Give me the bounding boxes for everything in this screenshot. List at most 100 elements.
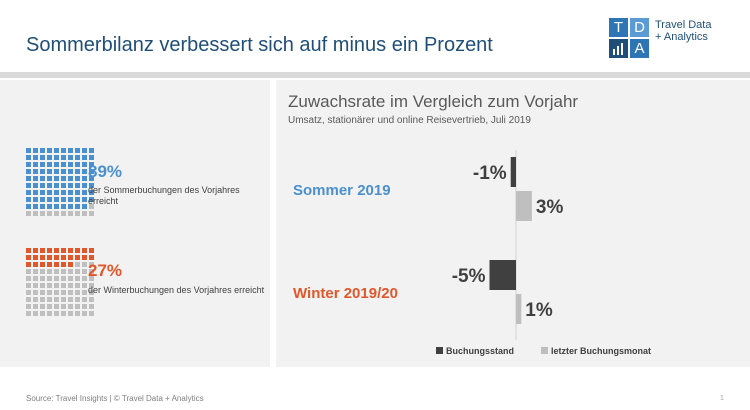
waffle-square (47, 248, 52, 253)
header-divider (0, 72, 750, 78)
waffle-square (26, 162, 31, 167)
waffle-square (33, 248, 38, 253)
data-label: 1% (525, 300, 553, 321)
waffle-square (75, 197, 80, 202)
waffle-square (33, 283, 38, 288)
waffle-square (33, 290, 38, 295)
waffle-square (26, 304, 31, 309)
waffle-square (68, 311, 73, 316)
waffle-square (82, 304, 87, 309)
waffle-square (61, 276, 66, 281)
waffle-square (75, 211, 80, 216)
waffle-square (61, 211, 66, 216)
waffle-square (61, 204, 66, 209)
waffle-square (54, 311, 59, 316)
waffle-square (47, 276, 52, 281)
waffle-square (54, 304, 59, 309)
waffle-square (40, 283, 45, 288)
waffle-square (40, 169, 45, 174)
waffle-square (82, 276, 87, 281)
waffle-square (61, 304, 66, 309)
waffle-square (26, 204, 31, 209)
waffle-square (40, 148, 45, 153)
page-number: 1 (720, 395, 724, 402)
waffle-square (47, 290, 52, 295)
waffle-square (82, 255, 87, 260)
waffle-square (33, 311, 38, 316)
waffle-square (61, 155, 66, 160)
waffle-square (61, 269, 66, 274)
waffle-square (40, 204, 45, 209)
winter-percentage: 27% (88, 261, 123, 280)
legend-label: letzter Buchungsmonat (551, 346, 651, 356)
waffle-square (75, 311, 80, 316)
waffle-square (75, 297, 80, 302)
waffle-square (68, 148, 73, 153)
waffle-square (40, 162, 45, 167)
waffle-square (68, 204, 73, 209)
waffle-square (47, 155, 52, 160)
waffle-square (54, 262, 59, 267)
waffle-square (61, 262, 66, 267)
waffle-square (75, 162, 80, 167)
chart-panel (276, 80, 750, 367)
waffle-square (82, 311, 87, 316)
waffle-square (89, 183, 94, 188)
waffle-square (89, 197, 94, 202)
waffle-square (75, 148, 80, 153)
waffle-square (68, 262, 73, 267)
waffle-square (89, 169, 94, 174)
waffle-square (54, 148, 59, 153)
waffle-square (89, 276, 94, 281)
waffle-square (54, 204, 59, 209)
waffle-square (47, 204, 52, 209)
waffle-square (40, 276, 45, 281)
waffle-square (82, 290, 87, 295)
waffle-square (75, 176, 80, 181)
waffle-square (89, 155, 94, 160)
waffle-square (54, 190, 59, 195)
waffle-square (33, 211, 38, 216)
waffle-square (61, 176, 66, 181)
waffle-square (33, 304, 38, 309)
waffle-square (68, 211, 73, 216)
waffle-square (75, 283, 80, 288)
waffle-square (75, 276, 80, 281)
waffle-square (33, 183, 38, 188)
waffle-square (40, 304, 45, 309)
tda-logo: T D A Travel Data + Analytics (609, 18, 749, 60)
waffle-square (89, 283, 94, 288)
waffle-square (26, 169, 31, 174)
waffle-square (68, 169, 73, 174)
waffle-square (68, 255, 73, 260)
waffle-square (47, 255, 52, 260)
waffle-square (47, 304, 52, 309)
waffle-square (89, 248, 94, 253)
waffle-square (68, 176, 73, 181)
waffle-square (33, 162, 38, 167)
waffle-square (40, 197, 45, 202)
data-label: -5% (452, 266, 486, 287)
waffle-square (82, 162, 87, 167)
logo-cell-d: D (630, 18, 649, 37)
waffle-square (33, 276, 38, 281)
waffle-square (82, 169, 87, 174)
waffle-square (26, 190, 31, 195)
waffle-square (89, 290, 94, 295)
waffle-square (75, 269, 80, 274)
waffle-square (33, 255, 38, 260)
waffle-square (40, 262, 45, 267)
waffle-square (47, 176, 52, 181)
waffle-square (33, 190, 38, 195)
waffle-square (26, 283, 31, 288)
waffle-square (68, 197, 73, 202)
waffle-square (82, 297, 87, 302)
waffle-square (68, 297, 73, 302)
waffle-square (54, 269, 59, 274)
waffle-square (61, 290, 66, 295)
waffle-square (47, 262, 52, 267)
legend-label: Buchungsstand (446, 346, 514, 356)
waffle-square (33, 297, 38, 302)
waffle-square (75, 169, 80, 174)
waffle-square (40, 183, 45, 188)
